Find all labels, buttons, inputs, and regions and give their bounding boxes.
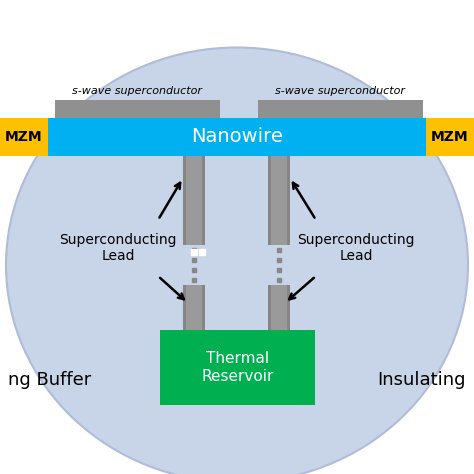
Bar [0,118,48,156]
Bar [183,156,186,245]
Text: Nanowire: Nanowire [191,128,283,146]
Text: Superconducting
Lead: Superconducting Lead [297,233,415,263]
Bar [183,330,205,405]
Bar [183,285,205,330]
Bar [160,330,315,405]
Bar [258,100,423,118]
Bar [202,285,205,330]
Text: Superconducting
Lead: Superconducting Lead [59,233,177,263]
Bar [426,118,474,156]
Text: ng Buffer: ng Buffer [8,371,91,389]
Bar [287,285,290,330]
Text: Thermal
Reservoir: Thermal Reservoir [201,351,273,383]
Bar [268,156,271,245]
Bar [287,156,290,245]
Bar [268,156,290,245]
Bar [268,285,290,330]
Bar [268,285,271,330]
Bar [183,156,205,245]
Bar [268,330,271,405]
Bar [183,285,186,330]
Bar [268,330,290,405]
Bar [55,100,220,118]
Text: MZM: MZM [5,130,43,144]
Bar [0,118,474,156]
Bar [202,330,205,405]
Text: MZM: MZM [431,130,469,144]
Text: s-wave superconductor: s-wave superconductor [73,86,202,96]
Bar [160,330,315,405]
Ellipse shape [6,47,468,474]
Bar [183,330,186,405]
Bar [202,156,205,245]
Text: s-wave superconductor: s-wave superconductor [275,86,405,96]
Bar [287,330,290,405]
Text: Thermal
Reservoir: Thermal Reservoir [201,351,273,383]
Text: Insulating: Insulating [377,371,466,389]
